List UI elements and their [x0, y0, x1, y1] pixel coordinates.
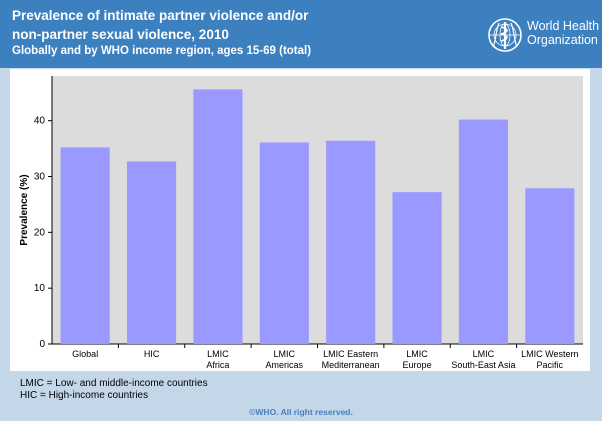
- x-tick-label: HIC: [144, 349, 160, 359]
- logo-line-1: World Health: [527, 19, 600, 33]
- bar: [326, 140, 376, 344]
- copyright-notice: ©WHO. All right reserved.: [249, 407, 353, 417]
- bar: [60, 147, 110, 344]
- y-tick-label: 20: [34, 227, 46, 238]
- x-tick-label: LMIC Africa: [206, 349, 229, 370]
- footnotes: LMIC = Low- and middle-income countries …: [20, 378, 208, 402]
- footnote-hic: HIC = High-income countries: [20, 390, 149, 401]
- who-emblem-icon: [488, 18, 522, 52]
- bar-chart: 0 10 20 30 40 Prevalence (%) Global HIC LMIC Afri…: [19, 76, 583, 370]
- header: Prevalence of intimate partner violence …: [0, 0, 602, 68]
- y-axis-label: Prevalence (%): [19, 174, 30, 245]
- footnote-lmic: LMIC = Low- and middle-income countries: [20, 378, 208, 389]
- x-tick-label: LMIC Europe: [403, 349, 432, 370]
- bar: [127, 161, 177, 344]
- chart-subtitle: Globally and by WHO income region, ages …: [12, 45, 312, 57]
- who-logo-text: World Health Organization: [527, 19, 599, 47]
- chart-title: Prevalence of intimate partner violence …: [12, 6, 308, 44]
- x-tick-label: LMIC Eastern Mediterranean: [322, 349, 380, 370]
- y-tick-label: 0: [39, 339, 45, 350]
- y-tick-label: 40: [34, 116, 46, 127]
- bar: [525, 188, 575, 344]
- bar: [259, 142, 309, 344]
- logo-line-2: Organization: [527, 33, 598, 47]
- who-logo: World Health Organization: [487, 17, 599, 57]
- x-tick-label: LMIC Americas: [266, 349, 304, 370]
- chart-panel: 0 10 20 30 40 Prevalence (%) Global HIC LMIC Afri…: [10, 69, 590, 371]
- bar: [193, 89, 243, 345]
- y-tick-label: 30: [34, 172, 46, 183]
- title-line-2: non-partner sexual violence, 2010: [12, 27, 229, 42]
- x-tick-label: LMIC Western Pacific: [521, 349, 578, 370]
- title-line-1: Prevalence of intimate partner violence …: [12, 8, 309, 23]
- x-tick-label: LMIC South-East Asia: [451, 349, 515, 370]
- x-tick-label: Global: [72, 349, 98, 359]
- bar: [458, 119, 508, 344]
- y-tick-label: 10: [34, 283, 46, 294]
- bar: [392, 192, 442, 344]
